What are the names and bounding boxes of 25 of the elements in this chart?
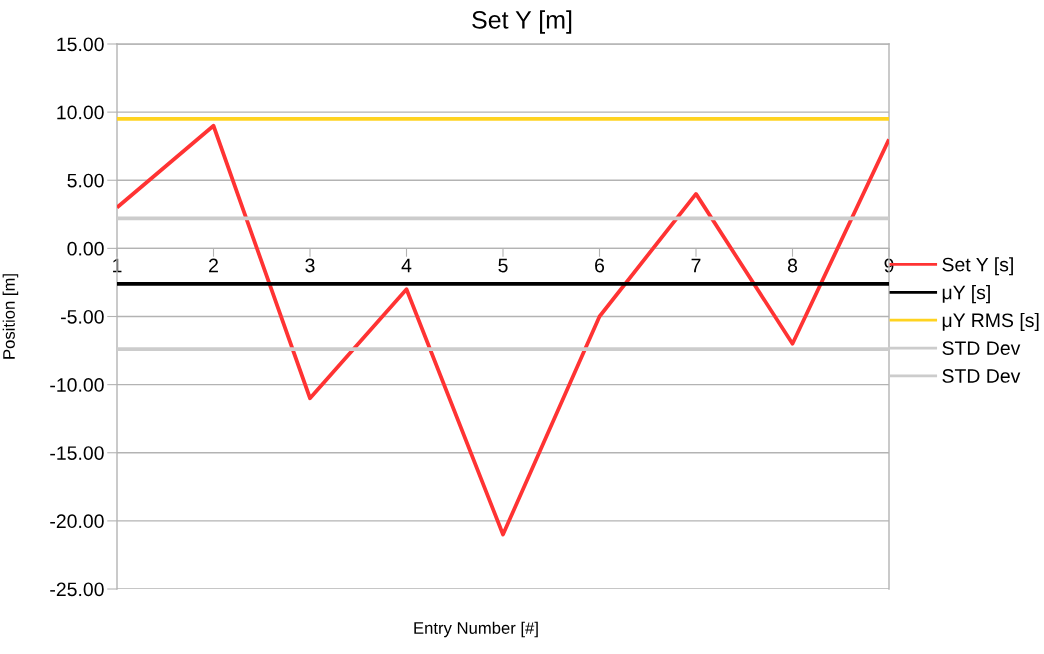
legend-label: STD Dev [942,369,1021,383]
y-tick-label: 5.00 [67,173,104,188]
y-tick-label: -10.00 [50,378,104,392]
x-tick-label: 7 [691,258,701,273]
legend-label: μY [s] [942,285,990,304]
x-tick-label: 2 [209,258,218,273]
x-tick-label: 1 [113,258,122,273]
legend-label: STD Dev [942,341,1021,356]
x-tick-label: 3 [305,258,315,273]
y-axis-title: Position [m] [2,274,19,359]
y-tick-label: 0.00 [67,241,104,256]
y-tick-label: -5.00 [61,309,104,324]
y-tick-label: -25.00 [50,582,104,597]
x-tick-label: 4 [401,258,412,273]
y-tick-label: 10.00 [57,105,104,120]
chart-title: Set Y [m] [472,10,572,34]
x-tick-label: 5 [498,258,508,273]
y-tick-label: -15.00 [50,446,104,460]
x-tick-label: 8 [787,258,798,273]
y-tick-label: -20.00 [50,514,104,529]
y-tick-label: 15.00 [57,37,104,52]
legend-label: μY RMS [s] [942,312,1039,332]
x-tick-label: 6 [595,258,605,273]
x-axis-title: Entry Number [#] [414,621,538,638]
legend-label: Set Y [s] [942,257,1013,276]
